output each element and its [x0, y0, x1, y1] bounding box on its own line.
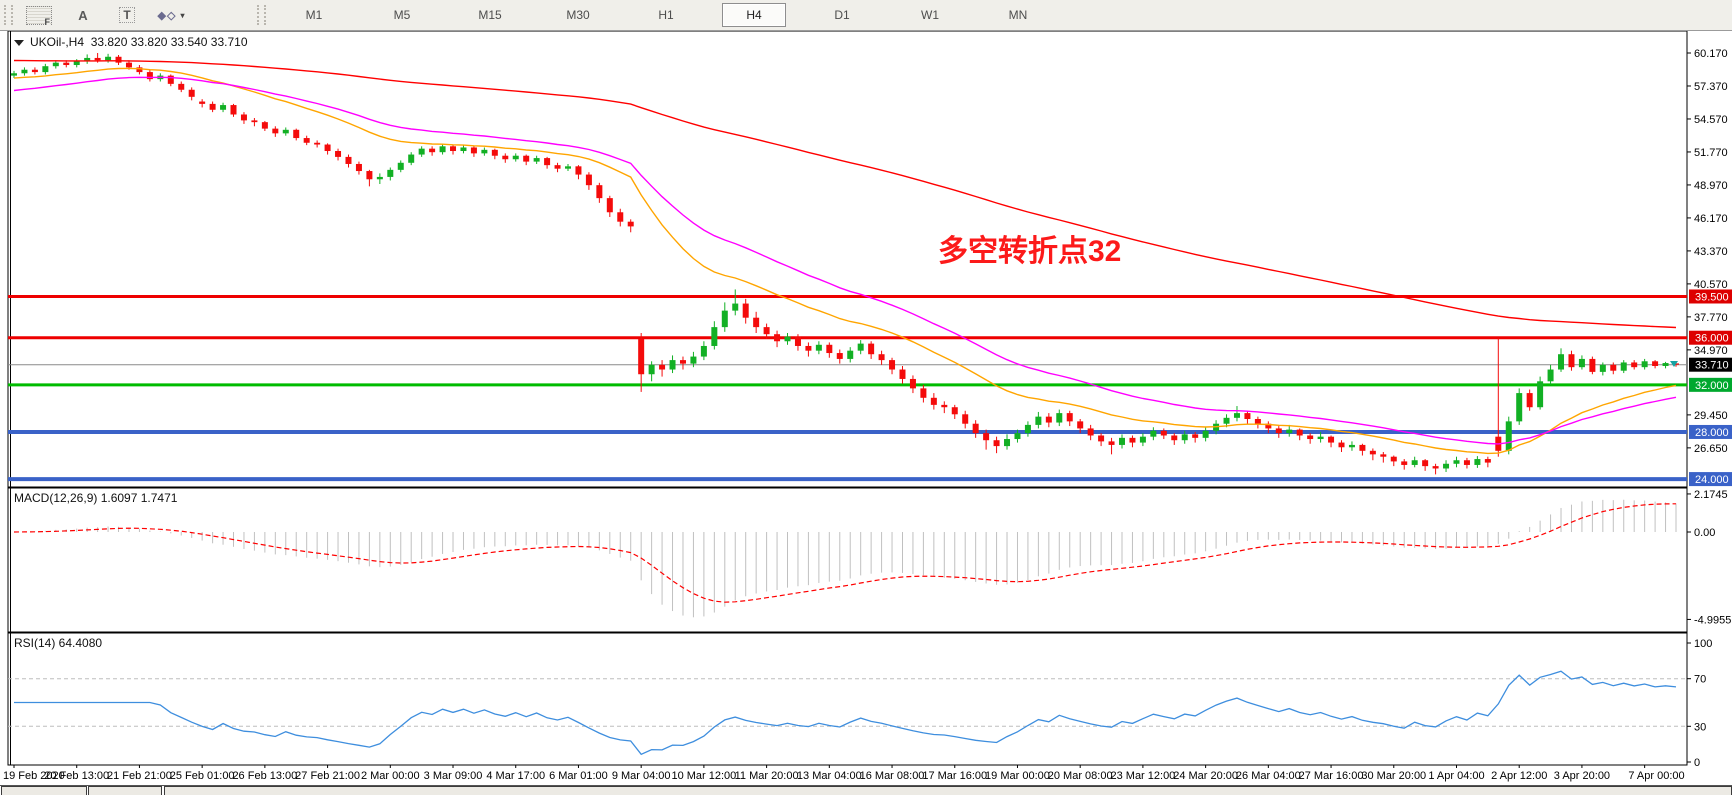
svg-text:24 Mar 20:00: 24 Mar 20:00	[1173, 770, 1238, 782]
timeframe-button-d1[interactable]: D1	[834, 8, 850, 22]
svg-text:21 Feb 21:00: 21 Feb 21:00	[107, 770, 172, 782]
drawing-tools-group: F A T ◆◇ ▾	[17, 4, 193, 27]
toolbar-drag-handle[interactable]	[257, 5, 266, 25]
svg-text:19 Mar 00:00: 19 Mar 00:00	[985, 770, 1050, 782]
ma-line-21	[13, 67, 1677, 455]
svg-text:39.500: 39.500	[1695, 291, 1729, 303]
svg-text:26 Mar 04:00: 26 Mar 04:00	[1236, 770, 1301, 782]
timeframe-button-m1[interactable]: M1	[305, 8, 323, 22]
macd-signal-line	[13, 503, 1677, 603]
svg-text:13 Mar 04:00: 13 Mar 04:00	[797, 770, 862, 782]
svg-text:60.170: 60.170	[1694, 48, 1728, 60]
svg-text:36.000: 36.000	[1695, 333, 1729, 345]
horizontal-levels	[8, 294, 1687, 482]
svg-text:51.770: 51.770	[1694, 147, 1728, 159]
macd-panel: 2.1745 0.00 -4.9955	[13, 489, 1731, 626]
rsi-indicator-label: RSI(14) 64.4080	[14, 636, 103, 650]
svg-text:54.570: 54.570	[1694, 114, 1728, 126]
timeframe-button-mn[interactable]: MN	[1008, 8, 1028, 22]
symbol-label: UKOil-,H4	[30, 35, 85, 49]
svg-text:11 Mar 20:00: 11 Mar 20:00	[735, 770, 799, 782]
svg-text:28.000: 28.000	[1695, 427, 1729, 439]
svg-text:2.1745: 2.1745	[1694, 489, 1728, 501]
toolbar-drag-handle[interactable]	[4, 5, 13, 25]
chart-annotation-text: 多空转折点32	[938, 235, 1122, 268]
svg-text:70: 70	[1694, 674, 1706, 686]
svg-text:6 Mar 01:00: 6 Mar 01:00	[549, 770, 608, 782]
panel-border	[7, 487, 1688, 633]
svg-text:40.570: 40.570	[1694, 279, 1728, 291]
timeframe-button-h1[interactable]: H1	[658, 8, 674, 22]
panel-border	[7, 30, 1688, 488]
svg-text:30: 30	[1694, 721, 1706, 733]
candlesticks	[11, 53, 1679, 475]
svg-text:3 Apr 20:00: 3 Apr 20:00	[1554, 770, 1610, 782]
timeframe-button-m30[interactable]: M30	[566, 8, 590, 22]
svg-text:16 Mar 08:00: 16 Mar 08:00	[860, 770, 925, 782]
svg-text:33.710: 33.710	[1695, 360, 1729, 372]
svg-text:23 Mar 12:00: 23 Mar 12:00	[1110, 770, 1175, 782]
price-arrow-icon	[1670, 361, 1678, 367]
moving-averages	[13, 59, 1677, 455]
svg-text:32.000: 32.000	[1695, 380, 1729, 392]
svg-text:43.370: 43.370	[1694, 246, 1728, 258]
chart-tab[interactable]	[1, 786, 87, 795]
svg-text:27 Feb 21:00: 27 Feb 21:00	[295, 770, 360, 782]
svg-text:-4.9955: -4.9955	[1694, 614, 1731, 626]
svg-text:4 Mar 17:00: 4 Mar 17:00	[486, 770, 545, 782]
svg-text:0.00: 0.00	[1694, 527, 1715, 539]
ma-line-34	[13, 76, 1677, 445]
rsi-panel: 100 70 30 0	[8, 638, 1712, 769]
text-box-tool-icon[interactable]: T	[112, 4, 142, 26]
timeframe-buttons-group: M1 M5 M15 M30 H1 H4 D1 W1 MN	[270, 3, 1062, 27]
macd-indicator-label: MACD(12,26,9) 1.6097 1.7471	[14, 491, 178, 505]
svg-text:30 Mar 20:00: 30 Mar 20:00	[1361, 770, 1426, 782]
rsi-line	[14, 670, 1677, 756]
chart-tab[interactable]	[88, 786, 162, 795]
ma-line-150	[13, 59, 1677, 329]
svg-text:1 Apr 04:00: 1 Apr 04:00	[1428, 770, 1484, 782]
svg-text:100: 100	[1694, 638, 1712, 650]
svg-text:2 Apr 12:00: 2 Apr 12:00	[1491, 770, 1547, 782]
timeframe-button-m5[interactable]: M5	[393, 8, 411, 22]
svg-text:46.170: 46.170	[1694, 213, 1728, 225]
timeframe-button-m15[interactable]: M15	[478, 8, 502, 22]
panel-border	[7, 632, 1688, 766]
svg-text:26.650: 26.650	[1694, 443, 1728, 455]
svg-text:24.000: 24.000	[1695, 474, 1729, 486]
svg-text:20 Feb 13:00: 20 Feb 13:00	[44, 770, 109, 782]
svg-text:9 Mar 04:00: 9 Mar 04:00	[612, 770, 671, 782]
svg-text:37.770: 37.770	[1694, 312, 1728, 324]
svg-text:7 Apr 00:00: 7 Apr 00:00	[1628, 770, 1684, 782]
svg-text:34.970: 34.970	[1694, 345, 1728, 357]
toolbar: F A T ◆◇ ▾ M1 M5 M15 M30 H1 H4 D1 W1 MN	[0, 0, 1732, 31]
fibo-grid-tool-icon[interactable]: F	[24, 4, 54, 27]
symbol-dropdown-icon[interactable]	[14, 39, 24, 46]
svg-text:0: 0	[1694, 757, 1700, 769]
svg-text:25 Feb 01:00: 25 Feb 01:00	[170, 770, 235, 782]
svg-text:27 Mar 16:00: 27 Mar 16:00	[1299, 770, 1364, 782]
chart-tab[interactable]	[164, 786, 1732, 795]
svg-text:48.970: 48.970	[1694, 180, 1728, 192]
svg-text:3 Mar 09:00: 3 Mar 09:00	[424, 770, 483, 782]
timeframe-button-h4[interactable]: H4	[722, 3, 786, 27]
price-axis: 60.170 57.370 54.570 51.770 48.970 46.170 43.3…	[1670, 48, 1732, 487]
svg-text:10 Mar 12:00: 10 Mar 12:00	[671, 770, 736, 782]
svg-text:2 Mar 00:00: 2 Mar 00:00	[361, 770, 420, 782]
svg-text:26 Feb 13:00: 26 Feb 13:00	[232, 770, 297, 782]
svg-text:57.370: 57.370	[1694, 81, 1728, 93]
symbol-title: UKOil-,H4 33.820 33.820 33.540 33.710	[14, 35, 248, 49]
svg-text:19 Feb 2020: 19 Feb 2020	[3, 770, 65, 782]
arrows-tool-icon[interactable]: ◆◇ ▾	[157, 9, 185, 22]
svg-text:29.450: 29.450	[1694, 410, 1728, 422]
timeframe-button-w1[interactable]: W1	[921, 8, 939, 22]
svg-text:17 Mar 16:00: 17 Mar 16:00	[922, 770, 987, 782]
text-label-tool-icon[interactable]: A	[78, 7, 88, 23]
svg-text:20 Mar 08:00: 20 Mar 08:00	[1048, 770, 1113, 782]
ohlc-values: 33.820 33.820 33.540 33.710	[90, 35, 248, 49]
